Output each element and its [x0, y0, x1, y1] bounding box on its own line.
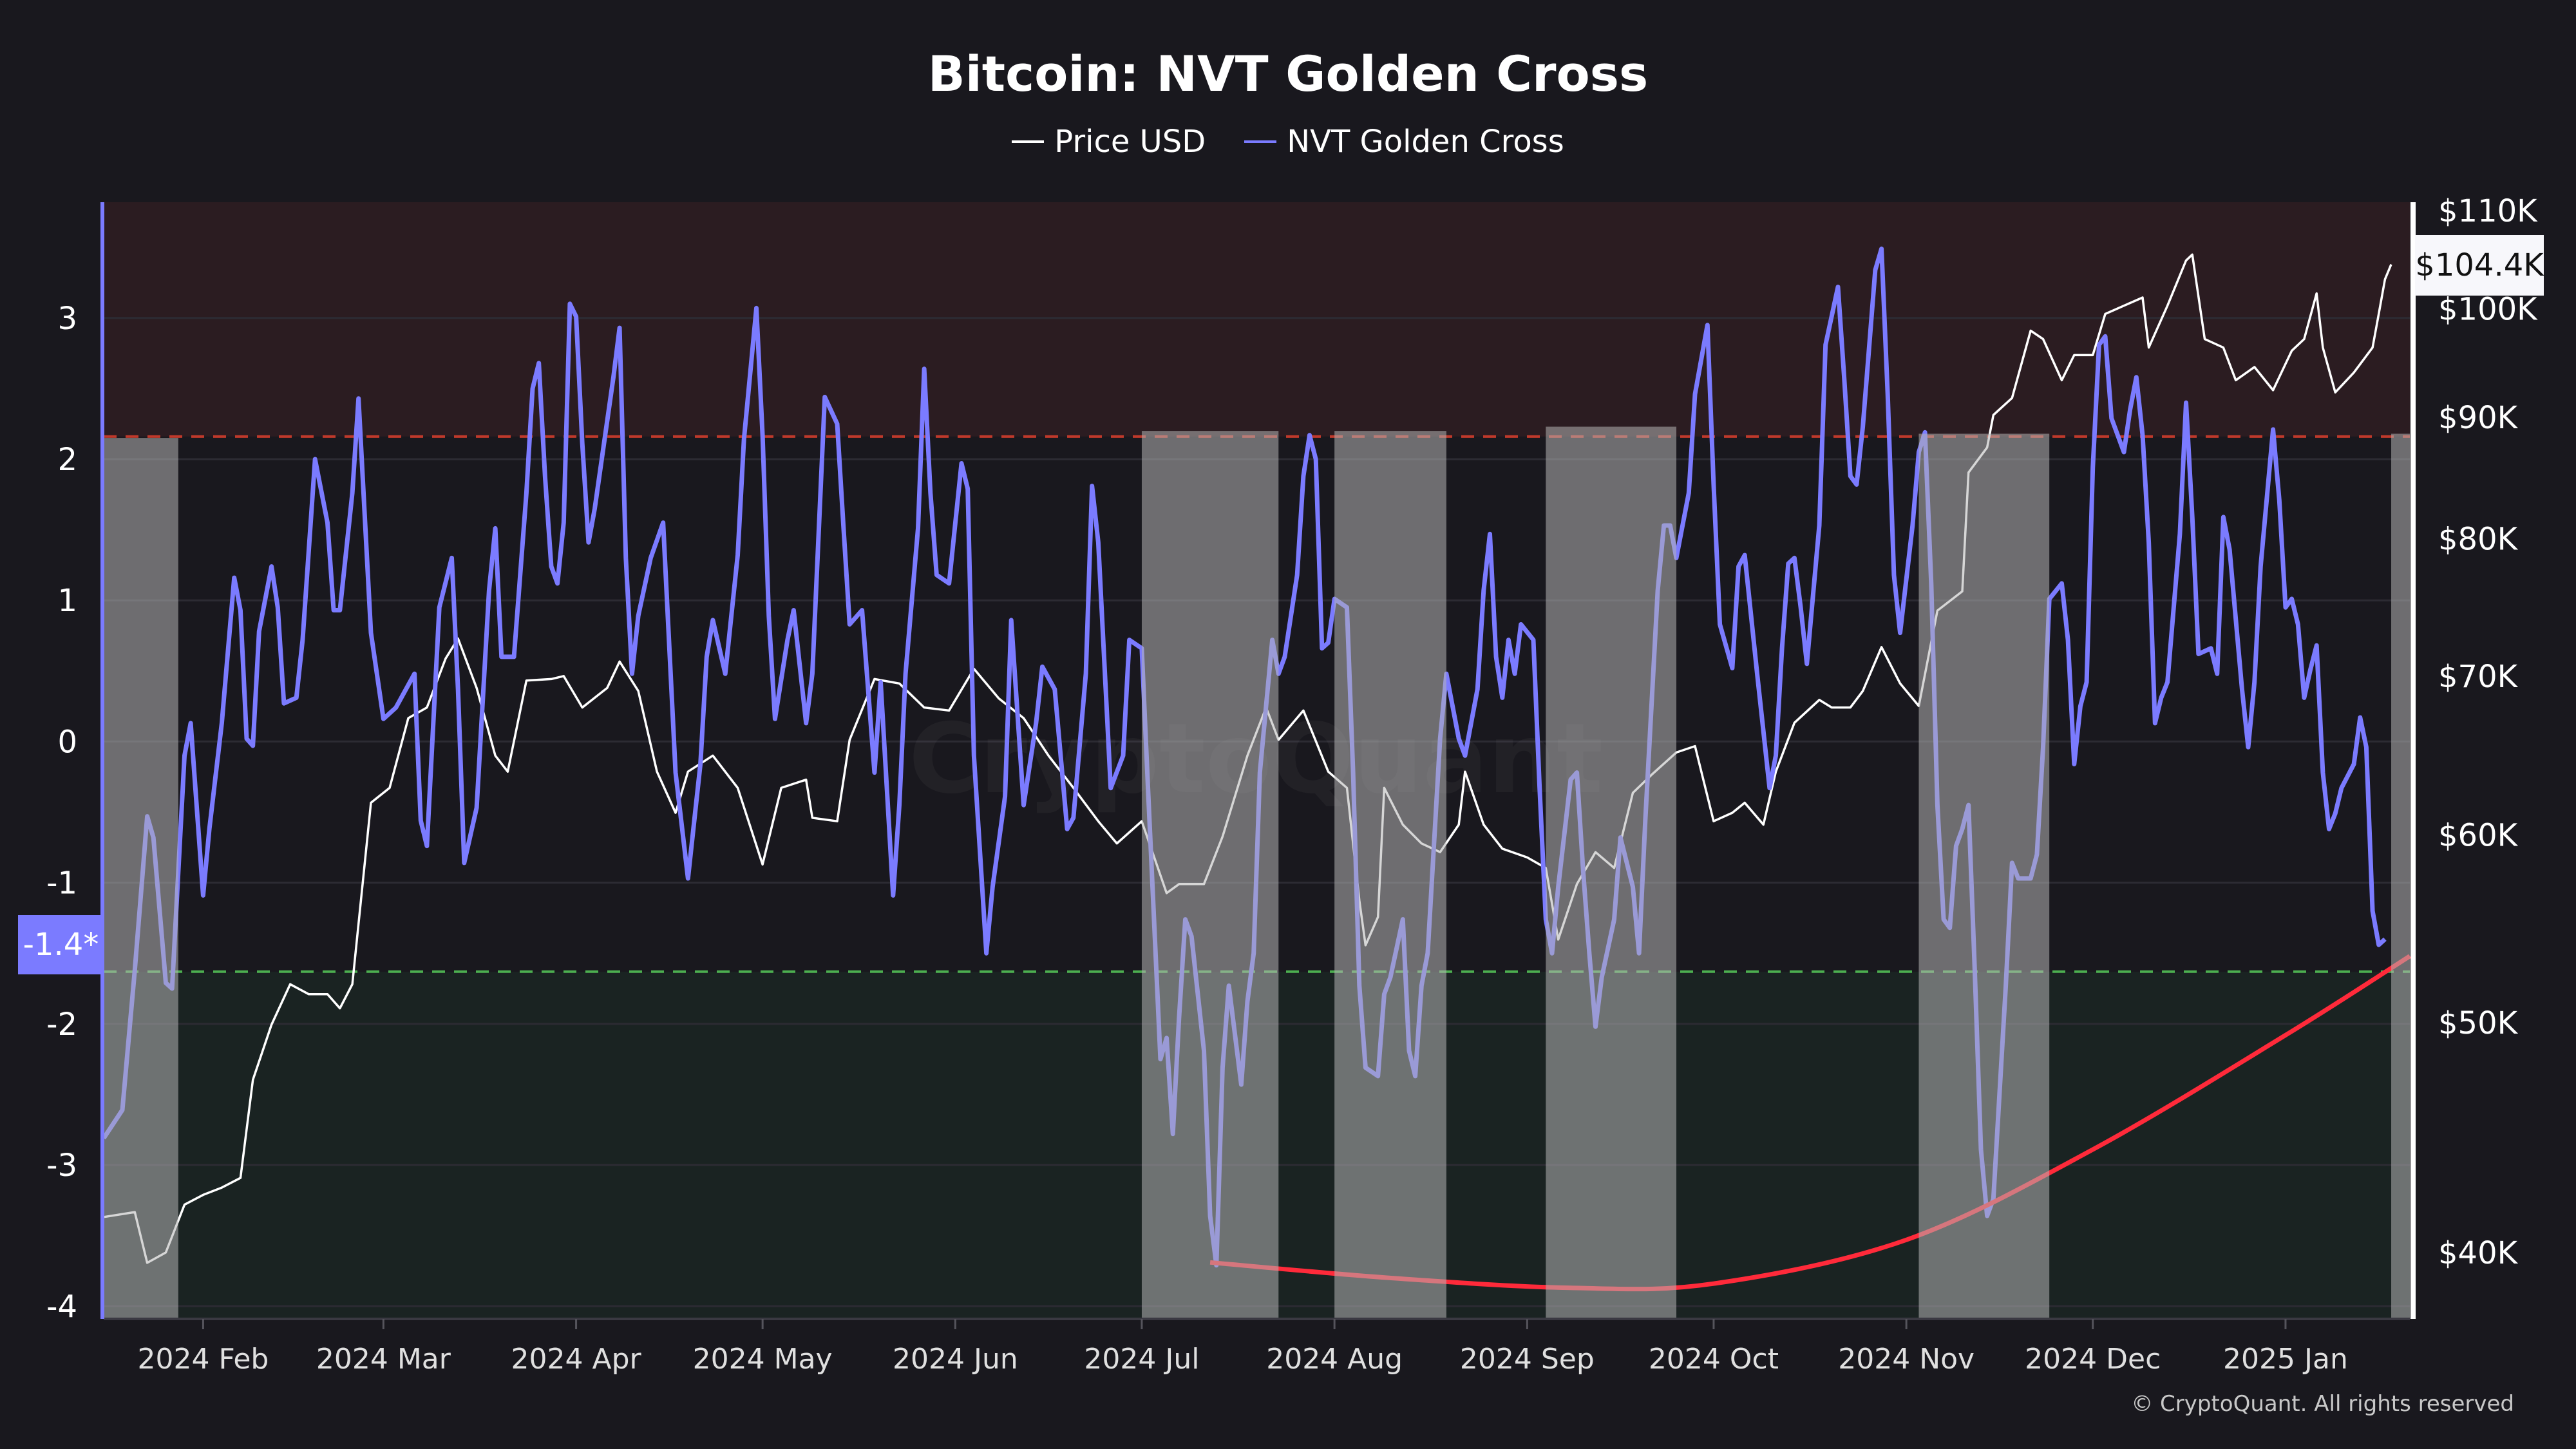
shaded-period	[2391, 433, 2410, 1319]
left-axis-tick-label: 1	[57, 583, 77, 619]
x-axis-tick-label: 2024 May	[693, 1343, 833, 1376]
left-axis-tick-label: -2	[46, 1007, 77, 1043]
right-axis-tick-label: $50K	[2438, 1005, 2519, 1041]
right-axis-tick-label: $110K	[2438, 193, 2538, 229]
legend: Price USD NVT Golden Cross	[0, 124, 2576, 160]
current-price-badge: $104.4K	[2415, 235, 2544, 296]
x-axis-tick-label: 2024 Dec	[2025, 1343, 2161, 1376]
shaded-period	[1141, 431, 1279, 1320]
x-axis-tick-label: 2024 Mar	[316, 1343, 451, 1376]
legend-item-price[interactable]: Price USD	[1012, 124, 1206, 160]
left-axis-tick-label: -4	[46, 1289, 77, 1325]
legend-swatch-price	[1012, 140, 1045, 143]
left-axis-tick-label: -3	[46, 1148, 77, 1184]
legend-swatch-nvt	[1244, 140, 1277, 143]
shaded-period	[1918, 433, 2050, 1319]
x-axis-tick-label: 2024 Aug	[1266, 1343, 1403, 1376]
x-axis-tick-label: 2024 Feb	[137, 1343, 269, 1376]
legend-item-nvt[interactable]: NVT Golden Cross	[1244, 124, 1564, 160]
overbought-zone	[104, 202, 2410, 437]
x-axis-tick-label: 2024 Apr	[511, 1343, 642, 1376]
copyright: © CryptoQuant. All rights reserved	[2131, 1391, 2514, 1417]
right-axis-tick-label: $40K	[2438, 1235, 2519, 1271]
left-axis-tick-label: 3	[57, 301, 77, 337]
right-axis-tick-label: $70K	[2438, 659, 2519, 695]
chart-title: Bitcoin: NVT Golden Cross	[927, 45, 1649, 102]
legend-label-price: Price USD	[1054, 124, 1206, 160]
x-axis-tick-label: 2024 Sep	[1460, 1343, 1595, 1376]
shaded-period	[104, 438, 178, 1319]
x-axis-tick-label: 2024 Jun	[893, 1343, 1018, 1376]
shaded-period	[1334, 431, 1446, 1320]
left-axis-tick-label: -1	[46, 866, 77, 902]
right-axis-tick-label: $60K	[2438, 817, 2519, 853]
legend-label-nvt: NVT Golden Cross	[1287, 124, 1564, 160]
right-axis-tick-label: $100K	[2438, 291, 2538, 327]
shaded-period	[1546, 426, 1677, 1319]
left-axis-tick-label: 2	[57, 442, 77, 478]
x-axis-tick-label: 2024 Oct	[1649, 1343, 1779, 1376]
x-axis-tick-label: 2024 Jul	[1084, 1343, 1199, 1376]
x-axis-tick-label: 2025 Jan	[2223, 1343, 2348, 1376]
right-axis-tick-label: $80K	[2438, 521, 2519, 557]
x-axis-tick-label: 2024 Nov	[1838, 1343, 1975, 1376]
right-axis-tick-label: $90K	[2438, 400, 2519, 436]
left-axis-tick-label: 0	[57, 724, 77, 760]
current-nvt-badge: -1.4*	[18, 915, 104, 974]
